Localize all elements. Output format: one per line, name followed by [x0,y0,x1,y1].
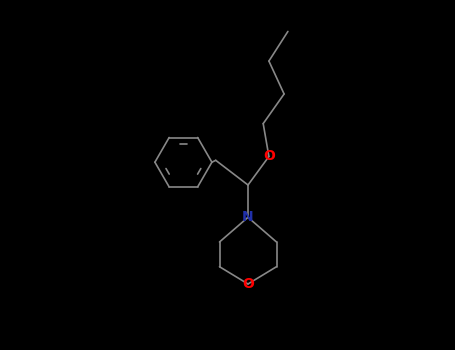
Text: O: O [242,277,254,291]
Text: N: N [242,210,254,224]
Text: O: O [263,149,275,163]
